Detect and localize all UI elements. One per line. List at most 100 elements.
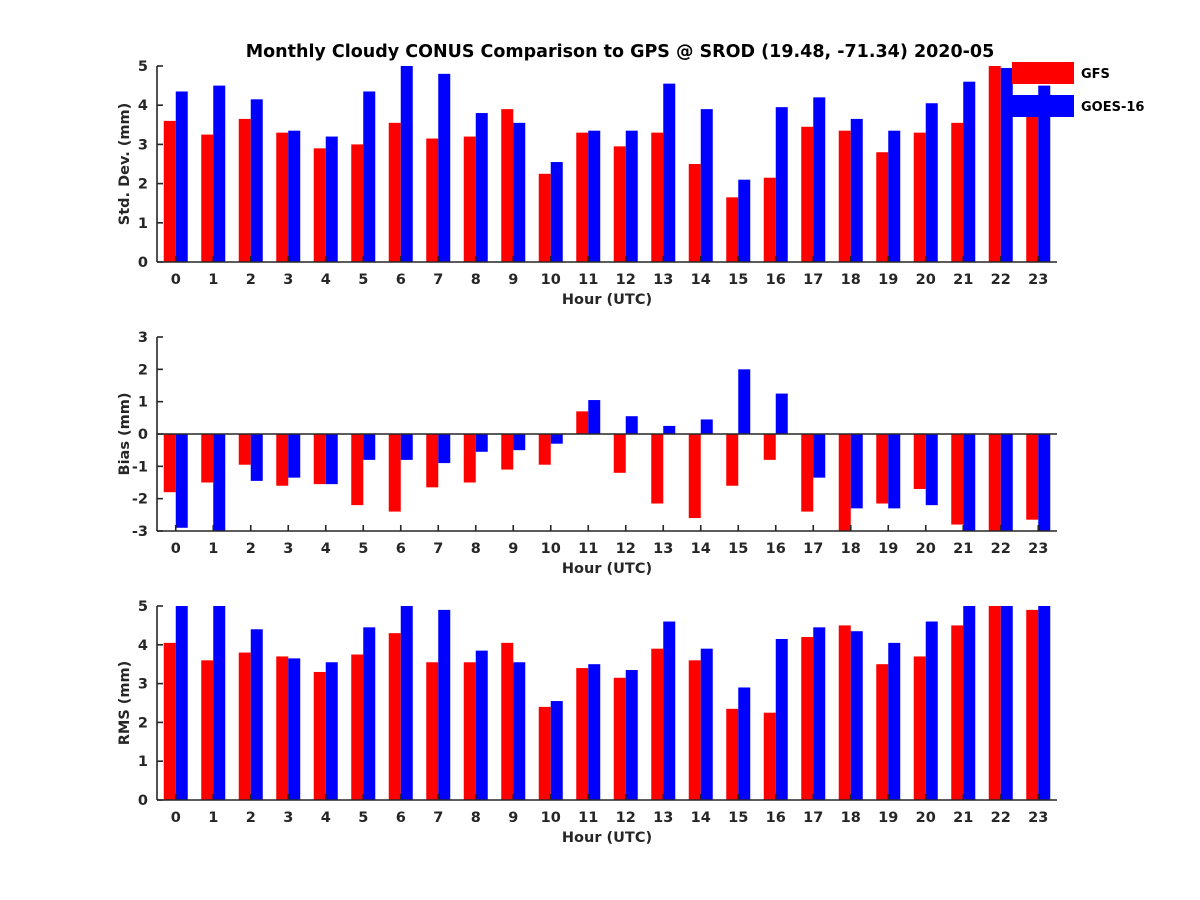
y-tick-label: 0 <box>138 427 148 443</box>
x-tick-label: 1 <box>208 810 218 826</box>
bar-rms-goes16-9 <box>513 662 526 800</box>
x-tick-label: 2 <box>246 272 256 288</box>
x-tick-label: 23 <box>1028 272 1048 288</box>
bar-rms-gfs-13 <box>651 648 664 800</box>
bar-bias-goes16-17 <box>813 434 826 478</box>
x-axis-label: Hour (UTC) <box>562 292 652 308</box>
x-tick-label: 14 <box>691 541 711 557</box>
bar-rms-goes16-21 <box>963 606 976 800</box>
x-tick-label: 19 <box>878 810 898 826</box>
bar-rms-gfs-7 <box>426 662 439 800</box>
bar-bias-goes16-6 <box>400 434 413 460</box>
y-tick-label: 2 <box>138 362 148 378</box>
bar-stddev-gfs-20 <box>913 132 926 262</box>
bar-stddev-gfs-4 <box>313 148 326 262</box>
legend-swatch-goes16 <box>1012 95 1074 117</box>
bar-rms-goes16-7 <box>438 609 451 800</box>
bar-stddev-gfs-7 <box>426 138 439 262</box>
bar-rms-goes16-13 <box>663 621 676 800</box>
bar-stddev-goes16-21 <box>963 81 976 263</box>
x-tick-label: 8 <box>471 541 481 557</box>
y-tick-label: 4 <box>138 638 148 654</box>
y-tick-label: -3 <box>132 524 148 540</box>
x-tick-label: 15 <box>728 272 748 288</box>
bar-stddev-gfs-2 <box>238 118 251 262</box>
bar-stddev-gfs-3 <box>276 132 289 262</box>
x-tick-label: 17 <box>803 272 823 288</box>
bar-stddev-goes16-15 <box>738 179 751 262</box>
bar-rms-goes16-20 <box>925 621 938 800</box>
bar-stddev-gfs-16 <box>763 177 776 262</box>
bar-bias-gfs-16 <box>763 434 776 460</box>
bar-stddev-gfs-5 <box>351 144 364 262</box>
bar-stddev-goes16-12 <box>625 130 638 262</box>
bar-stddev-gfs-19 <box>876 152 889 262</box>
bar-rms-gfs-10 <box>538 706 551 800</box>
bar-bias-goes16-20 <box>925 434 938 506</box>
x-tick-label: 16 <box>766 810 786 826</box>
bar-stddev-gfs-1 <box>201 134 214 262</box>
x-tick-label: 5 <box>358 541 368 557</box>
x-tick-label: 4 <box>321 272 331 288</box>
y-tick-label: 1 <box>138 754 148 770</box>
x-tick-label: 17 <box>803 541 823 557</box>
bar-rms-goes16-1 <box>213 606 226 800</box>
x-tick-label: 19 <box>878 272 898 288</box>
bar-rms-goes16-4 <box>325 662 338 800</box>
bar-rms-goes16-11 <box>588 664 601 800</box>
x-tick-label: 7 <box>433 541 443 557</box>
bar-bias-goes16-11 <box>588 400 601 434</box>
x-tick-label: 19 <box>878 541 898 557</box>
x-tick-label: 21 <box>953 810 973 826</box>
bar-stddev-gfs-15 <box>726 197 739 262</box>
bar-bias-goes16-10 <box>550 434 563 444</box>
x-tick-label: 22 <box>991 272 1011 288</box>
bar-rms-goes16-17 <box>813 627 826 800</box>
bar-stddev-goes16-18 <box>850 118 863 262</box>
y-tick-label: 5 <box>138 59 148 75</box>
bar-rms-goes16-19 <box>888 642 901 800</box>
x-axis-label: Hour (UTC) <box>562 561 652 577</box>
bar-bias-goes16-22 <box>1000 434 1013 531</box>
bar-bias-gfs-19 <box>876 434 889 504</box>
y-tick-label: 3 <box>138 677 148 693</box>
bar-stddev-gfs-0 <box>163 120 176 262</box>
y-axis-label: Bias (mm) <box>117 393 133 476</box>
y-tick-label: 5 <box>138 599 148 615</box>
legend-swatch-gfs <box>1012 62 1074 84</box>
bar-rms-goes16-10 <box>550 701 563 800</box>
chart-title: Monthly Cloudy CONUS Comparison to GPS @… <box>246 42 995 62</box>
x-tick-label: 18 <box>841 541 861 557</box>
bar-bias-goes16-12 <box>625 416 638 434</box>
x-tick-label: 13 <box>653 272 673 288</box>
bar-rms-gfs-2 <box>238 652 251 800</box>
bar-rms-goes16-12 <box>625 670 638 800</box>
x-tick-label: 20 <box>916 810 936 826</box>
bar-bias-gfs-4 <box>313 434 326 485</box>
bar-bias-goes16-18 <box>850 434 863 509</box>
x-tick-label: 4 <box>321 810 331 826</box>
bar-stddev-gfs-18 <box>838 130 851 262</box>
bar-bias-gfs-3 <box>276 434 289 486</box>
bar-stddev-gfs-9 <box>501 109 514 263</box>
bar-bias-gfs-9 <box>501 434 514 470</box>
bar-bias-gfs-10 <box>538 434 551 465</box>
y-tick-label: 3 <box>138 137 148 153</box>
x-tick-label: 20 <box>916 541 936 557</box>
x-tick-label: 10 <box>541 272 561 288</box>
x-tick-label: 15 <box>728 541 748 557</box>
bar-rms-gfs-15 <box>726 708 739 800</box>
x-tick-label: 4 <box>321 541 331 557</box>
bar-rms-gfs-5 <box>351 654 364 800</box>
bar-bias-goes16-19 <box>888 434 901 509</box>
x-tick-label: 2 <box>246 541 256 557</box>
bar-stddev-gfs-8 <box>463 136 476 262</box>
y-tick-label: 0 <box>138 255 148 271</box>
bar-bias-goes16-23 <box>1038 434 1051 531</box>
x-tick-label: 13 <box>653 541 673 557</box>
y-axis-label: Std. Dev. (mm) <box>117 103 133 225</box>
y-tick-label: 1 <box>138 395 148 411</box>
x-tick-label: 22 <box>991 541 1011 557</box>
